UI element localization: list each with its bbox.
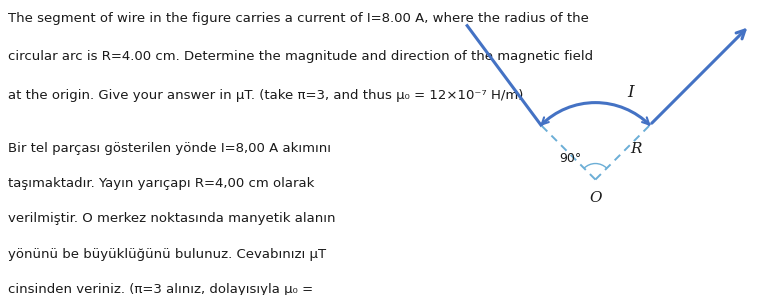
Text: R: R (630, 142, 642, 156)
Text: O: O (589, 191, 601, 205)
Text: cinsinden veriniz. (π=3 alınız, dolayısıyla μ₀ =: cinsinden veriniz. (π=3 alınız, dolayısı… (8, 283, 313, 295)
Text: at the origin. Give your answer in μT. (take π=3, and thus μ₀ = 12×10⁻⁷ H/m): at the origin. Give your answer in μT. (… (8, 88, 523, 101)
Text: circular arc is R=4.00 cm. Determine the magnitude and direction of the magnetic: circular arc is R=4.00 cm. Determine the… (8, 50, 593, 63)
Text: 90°: 90° (559, 153, 581, 165)
Text: I: I (627, 84, 633, 101)
Text: taşımaktadır. Yayın yarıçapı R=4,00 cm olarak: taşımaktadır. Yayın yarıçapı R=4,00 cm o… (8, 177, 314, 190)
Text: The segment of wire in the figure carries a current of I=8.00 A, where the radiu: The segment of wire in the figure carrie… (8, 12, 589, 25)
Text: Bir tel parçası gösterilen yönde I=8,00 A akımını: Bir tel parçası gösterilen yönde I=8,00 … (8, 142, 331, 155)
Text: yönünü be büyüklüğünü bulunuz. Cevabınızı μT: yönünü be büyüklüğünü bulunuz. Cevabınız… (8, 248, 326, 261)
Text: verilmiştir. O merkez noktasında manyetik alanın: verilmiştir. O merkez noktasında manyeti… (8, 212, 335, 225)
